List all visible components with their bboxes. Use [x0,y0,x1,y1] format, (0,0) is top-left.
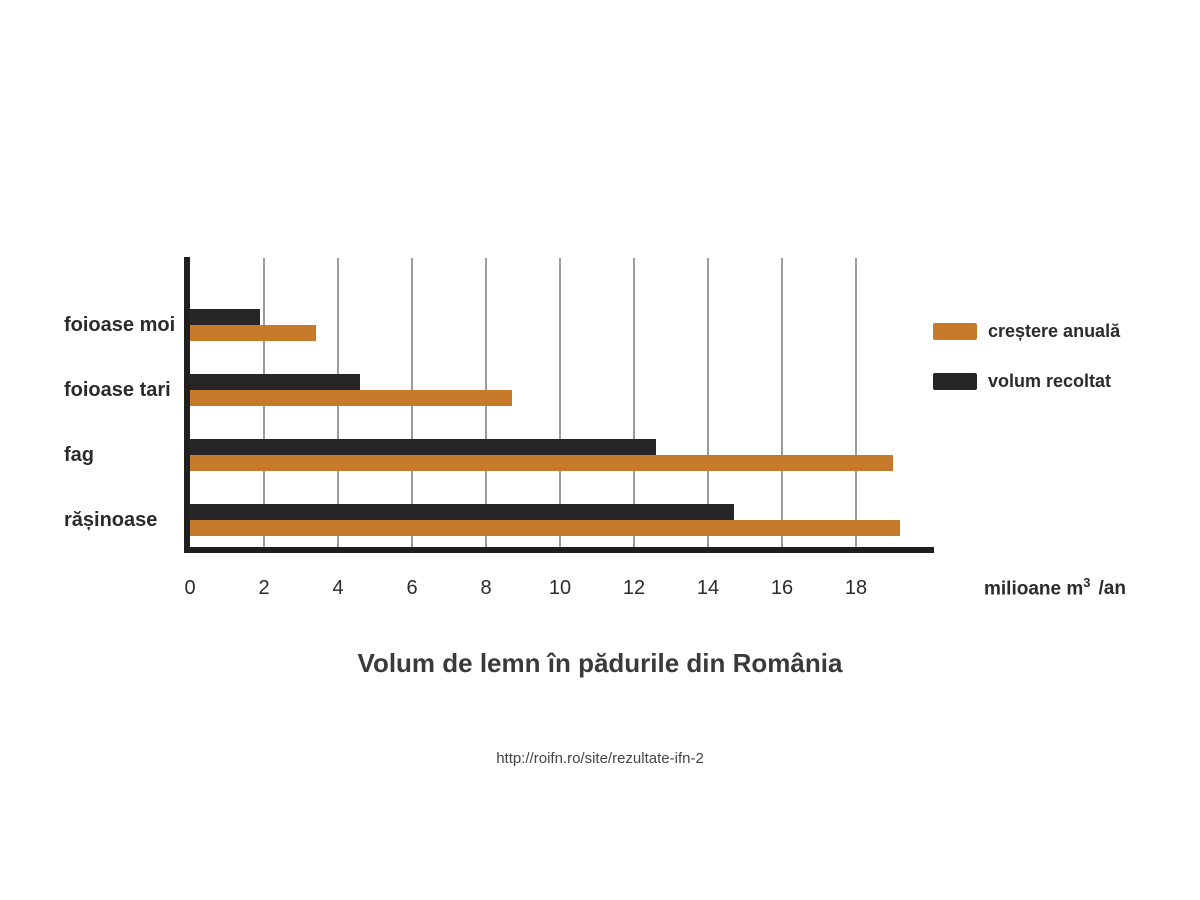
x-tick-10: 10 [548,577,572,599]
x-axis-line [184,547,934,553]
x-axis-unit-label: milioane m3/an [984,575,1126,600]
category-label-rasinoase: rășinoase [64,509,158,531]
bar-volum-recoltat-foioase-moi [190,309,261,325]
x-tick-16: 16 [770,577,794,599]
x-tick-18: 18 [844,577,868,599]
category-label-foioase-tari: foioase tari [64,379,171,401]
gridline-18 [855,258,857,549]
unit-prefix: milioane m [984,578,1084,600]
legend-swatch-crestere-anuala [933,322,977,340]
legend: creștere anuală volum recoltat [933,320,1121,422]
x-tick-6: 6 [406,577,418,599]
chart-title: Volum de lemn în pădurile din România [357,648,843,678]
x-tick-8: 8 [480,577,492,599]
category-label-foioase-moi: foioase moi [64,314,176,336]
bar-crestere-anuala-foioase-moi [190,325,316,341]
x-tick-4: 4 [332,577,344,599]
legend-entry-crestere-anuala: creștere anuală [933,320,1121,341]
bar-crestere-anuala-rasinoase [190,520,901,536]
x-tick-12: 12 [622,577,646,599]
gridline-14 [707,258,709,549]
gridline-16 [781,258,783,549]
unit-exponent: 3 [1083,575,1091,590]
bar-crestere-anuala-foioase-tari [190,390,512,406]
legend-swatch-volum-recoltat [933,372,977,390]
bar-volum-recoltat-rasinoase [190,504,734,520]
x-tick-14: 14 [696,577,720,599]
x-tick-0: 0 [184,577,196,599]
category-label-fag: fag [64,444,94,466]
source-url: http://roifn.ro/site/rezultate-ifn-2 [496,750,704,767]
y-axis-line [184,257,190,553]
gridline-10 [559,258,561,549]
unit-suffix: /an [1098,578,1126,600]
bar-crestere-anuala-fag [190,455,893,471]
x-tick-2: 2 [258,577,270,599]
bar-volum-recoltat-foioase-tari [190,374,361,390]
gridline-12 [633,258,635,549]
legend-label-volum-recoltat: volum recoltat [988,370,1112,391]
legend-entry-volum-recoltat: volum recoltat [933,370,1120,391]
bar-volum-recoltat-fag [190,439,657,455]
legend-label-crestere-anuala: creștere anuală [988,320,1121,341]
